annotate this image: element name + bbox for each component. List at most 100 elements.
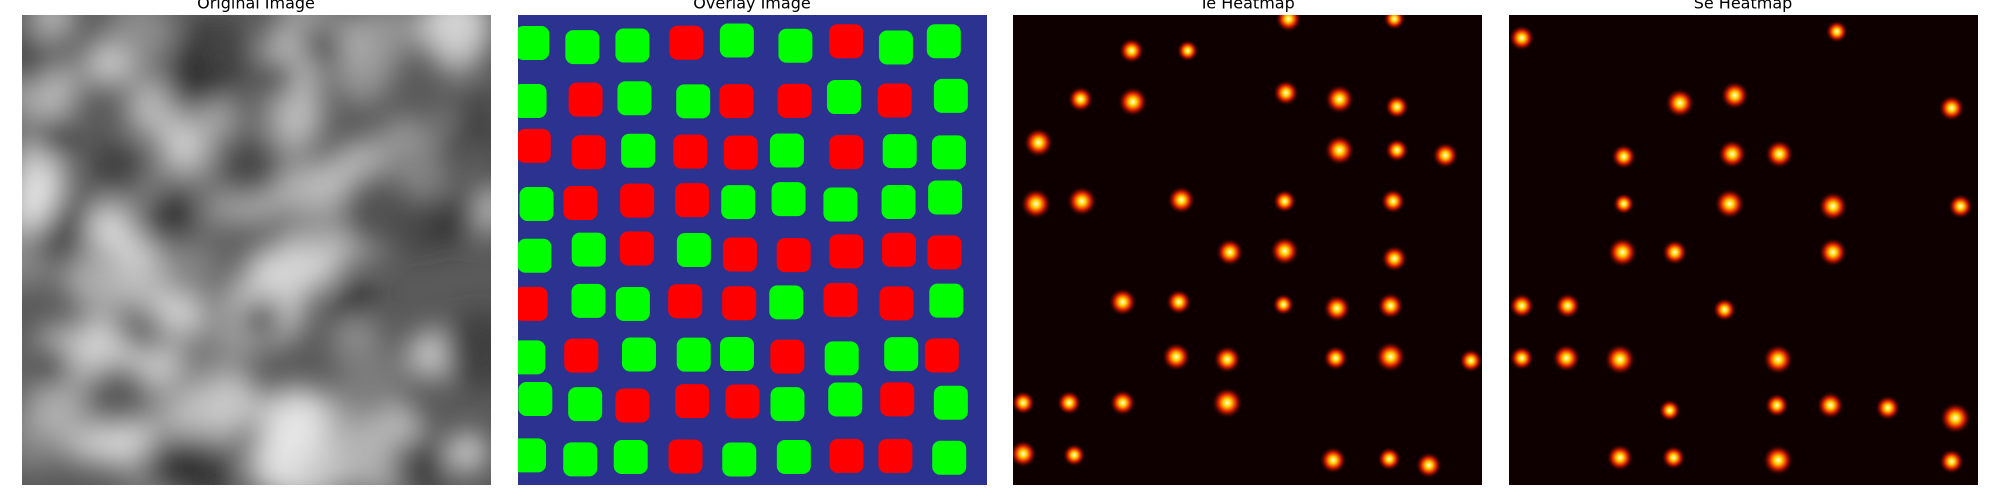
marker bbox=[676, 233, 711, 268]
dark-blob bbox=[238, 296, 286, 344]
hot-spot bbox=[1552, 343, 1581, 373]
dark-blob bbox=[95, 143, 149, 198]
dark-blob bbox=[147, 437, 204, 485]
hot-spot bbox=[1415, 451, 1443, 479]
hot-spot bbox=[1165, 288, 1192, 316]
dark-blob bbox=[453, 91, 491, 136]
blob bbox=[161, 126, 203, 167]
hot-spot bbox=[1380, 245, 1408, 273]
hot-spot bbox=[1272, 79, 1300, 106]
marker bbox=[884, 337, 919, 372]
hot-spot bbox=[1020, 188, 1052, 220]
hot-spot bbox=[1607, 237, 1638, 268]
hot-spot bbox=[1509, 345, 1535, 371]
marker bbox=[619, 231, 654, 266]
marker bbox=[771, 182, 806, 217]
dark-blob bbox=[22, 35, 52, 92]
marker bbox=[719, 23, 754, 58]
hot-spot bbox=[1324, 84, 1355, 115]
hot-spot bbox=[1604, 343, 1636, 376]
dark-blob bbox=[216, 134, 281, 199]
dark-blob bbox=[172, 19, 249, 96]
marker bbox=[518, 340, 546, 375]
hot-spot bbox=[1611, 143, 1637, 170]
marker bbox=[929, 283, 964, 318]
marker bbox=[931, 135, 966, 170]
hot-spot bbox=[1384, 94, 1410, 120]
hot-spot bbox=[1056, 390, 1082, 416]
marker bbox=[823, 282, 858, 317]
marker bbox=[571, 283, 606, 318]
marker bbox=[673, 134, 708, 169]
hot-spot bbox=[1215, 238, 1244, 267]
hot-spot bbox=[1720, 80, 1750, 110]
hot-spot bbox=[1938, 94, 1965, 122]
hot-spot bbox=[1661, 445, 1686, 470]
marker bbox=[933, 78, 968, 113]
marker bbox=[826, 80, 861, 115]
marker bbox=[621, 133, 656, 168]
hot-spot bbox=[1383, 15, 1406, 31]
hot-spot bbox=[1269, 236, 1300, 266]
marker bbox=[824, 341, 859, 376]
hot-spot bbox=[1764, 139, 1795, 169]
hot-spot bbox=[1211, 386, 1244, 419]
marker bbox=[878, 439, 913, 474]
blob bbox=[245, 247, 286, 287]
marker bbox=[880, 382, 915, 417]
marker bbox=[563, 442, 598, 477]
marker bbox=[568, 82, 603, 117]
hot-spot bbox=[1606, 443, 1634, 472]
marker bbox=[725, 384, 760, 419]
marker bbox=[518, 438, 547, 473]
panel-title: Original Image bbox=[197, 0, 315, 13]
dark-blob bbox=[426, 188, 482, 244]
hot-spot bbox=[1714, 188, 1746, 220]
dark-blob bbox=[51, 193, 95, 237]
marker bbox=[829, 24, 864, 59]
marker bbox=[926, 24, 961, 59]
hot-spot bbox=[1432, 142, 1459, 169]
hot-spot bbox=[1875, 395, 1901, 421]
dark-blob bbox=[329, 276, 376, 324]
hot-spot bbox=[1167, 185, 1196, 215]
blob bbox=[195, 314, 236, 355]
marker bbox=[881, 232, 916, 267]
marker bbox=[518, 128, 551, 163]
overlay-image bbox=[518, 15, 987, 485]
hot-spot bbox=[1554, 292, 1581, 319]
marker bbox=[676, 84, 711, 119]
marker bbox=[721, 185, 756, 220]
blob bbox=[158, 235, 225, 302]
hot-spot bbox=[1319, 446, 1347, 474]
marker bbox=[675, 384, 710, 419]
hot-spot bbox=[1661, 239, 1688, 266]
blob bbox=[171, 384, 242, 454]
marker bbox=[676, 337, 711, 372]
marker bbox=[518, 238, 552, 273]
hot-spot bbox=[1108, 287, 1137, 317]
marker bbox=[933, 385, 968, 420]
hot-spot bbox=[1658, 399, 1682, 422]
hot-spot bbox=[1324, 134, 1356, 166]
blob bbox=[26, 383, 84, 440]
dark-blob bbox=[252, 52, 301, 102]
marker bbox=[769, 285, 804, 320]
hot-spot bbox=[1712, 297, 1737, 322]
hot-spot bbox=[1947, 193, 1974, 219]
blob bbox=[203, 189, 242, 229]
marker bbox=[769, 133, 804, 168]
hot-spot bbox=[1109, 389, 1136, 417]
hot-spot bbox=[1272, 189, 1297, 214]
original-image bbox=[22, 15, 491, 485]
hot-spot bbox=[1117, 86, 1149, 117]
marker bbox=[613, 439, 648, 474]
hot-spot bbox=[1664, 88, 1695, 118]
hot-spot bbox=[1762, 343, 1794, 375]
hot-spot bbox=[1818, 237, 1848, 267]
hot-spot bbox=[1717, 139, 1747, 169]
hot-spot bbox=[1509, 292, 1535, 319]
marker bbox=[518, 83, 547, 118]
marker bbox=[563, 185, 598, 220]
dark-blob bbox=[24, 341, 72, 389]
